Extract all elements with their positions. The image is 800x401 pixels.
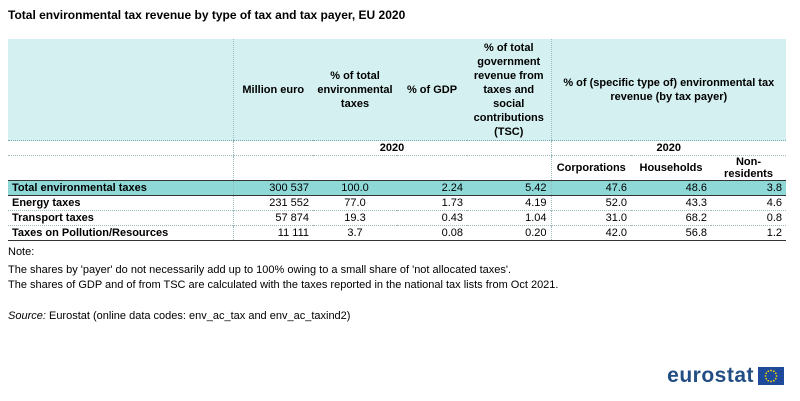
cell-tsc: 5.42 — [467, 180, 551, 196]
cell-corp: 52.0 — [550, 195, 631, 211]
table-row: Energy taxes 231 552 77.0 1.73 4.19 52.0… — [8, 195, 787, 211]
cell-gdp: 2.24 — [397, 180, 467, 196]
row-label: Taxes on Pollution/Resources — [12, 226, 169, 239]
header-blank — [8, 39, 233, 141]
cell-million: 300 537 — [232, 180, 313, 196]
cell-corp: 42.0 — [550, 225, 631, 241]
year-right: 2020 — [550, 140, 787, 156]
cell-corp: 31.0 — [550, 210, 631, 226]
eurostat-logo: eurostat — [667, 364, 784, 388]
table-row: Taxes on Pollution/Resources 11 111 3.7 … — [8, 225, 787, 241]
subheader-corporations: Corporations — [550, 155, 631, 181]
cell-nonres: 3.8 — [711, 180, 787, 196]
cell-house: 68.2 — [685, 211, 707, 224]
row-label: Energy taxes — [12, 196, 81, 209]
cell-gdp: 1.73 — [441, 196, 463, 209]
header-pct-total-env: % of total environmental taxes — [313, 39, 397, 141]
header-pct-gdp: % of GDP — [397, 39, 467, 141]
cell-pct-total: 100.0 — [313, 180, 397, 196]
subheader-non-residents: Non-residents — [724, 156, 773, 180]
year-left: 2020 — [232, 140, 551, 156]
eu-flag-icon — [758, 367, 784, 385]
sub-blank-mid — [232, 155, 551, 181]
table-title: Total environmental tax revenue by type … — [8, 8, 406, 22]
logo-text: eurostat — [667, 364, 754, 387]
subheader-households: Households — [639, 162, 703, 174]
table-row: Total environmental taxes 300 537 100.0 … — [8, 180, 787, 196]
year-blank — [8, 140, 233, 156]
note-line-1: The shares by 'payer' do not necessarily… — [8, 264, 512, 276]
cell-house: 48.6 — [631, 180, 711, 196]
note-heading: Note: — [8, 246, 35, 258]
table-row: Transport taxes 57 874 19.3 0.43 1.04 31… — [8, 210, 787, 226]
header-pct-tsc: % of total government revenue from taxes… — [467, 39, 551, 141]
cell-tsc: 0.20 — [525, 226, 547, 239]
header-pct-payer: % of (specific type of) environmental ta… — [550, 39, 787, 141]
cell-million: 231 552 — [232, 195, 313, 211]
cell-tsc: 1.04 — [525, 211, 547, 224]
cell-nonres: 4.6 — [766, 196, 783, 209]
cell-tsc: 4.19 — [525, 196, 547, 209]
note-line-2: The shares of GDP and of from TSC are ca… — [8, 279, 559, 291]
sub-blank — [8, 156, 233, 181]
cell-pct-total: 3.7 — [347, 226, 363, 239]
cell-million: 57 874 — [232, 210, 313, 226]
source-label: Source: — [8, 310, 46, 322]
cell-gdp: 0.43 — [441, 211, 463, 224]
cell-pct-total: 77.0 — [344, 196, 366, 209]
cell-nonres: 1.2 — [766, 226, 783, 239]
header-million-euro: Million euro — [232, 39, 313, 141]
cell-corp: 47.6 — [550, 180, 631, 196]
cell-million: 11 111 — [232, 225, 313, 241]
source-text: Eurostat (online data codes: env_ac_tax … — [45, 310, 351, 322]
row-label: Total environmental taxes — [8, 180, 233, 196]
cell-pct-total: 19.3 — [344, 211, 366, 224]
source-note: Source: Eurostat (online data codes: env… — [8, 310, 350, 322]
cell-gdp: 0.08 — [441, 226, 463, 239]
cell-house: 43.3 — [685, 196, 707, 209]
row-label: Transport taxes — [12, 211, 94, 224]
cell-nonres: 0.8 — [766, 211, 783, 224]
cell-house: 56.8 — [685, 226, 707, 239]
environmental-tax-table: Million euro % of total environmental ta… — [8, 39, 787, 241]
